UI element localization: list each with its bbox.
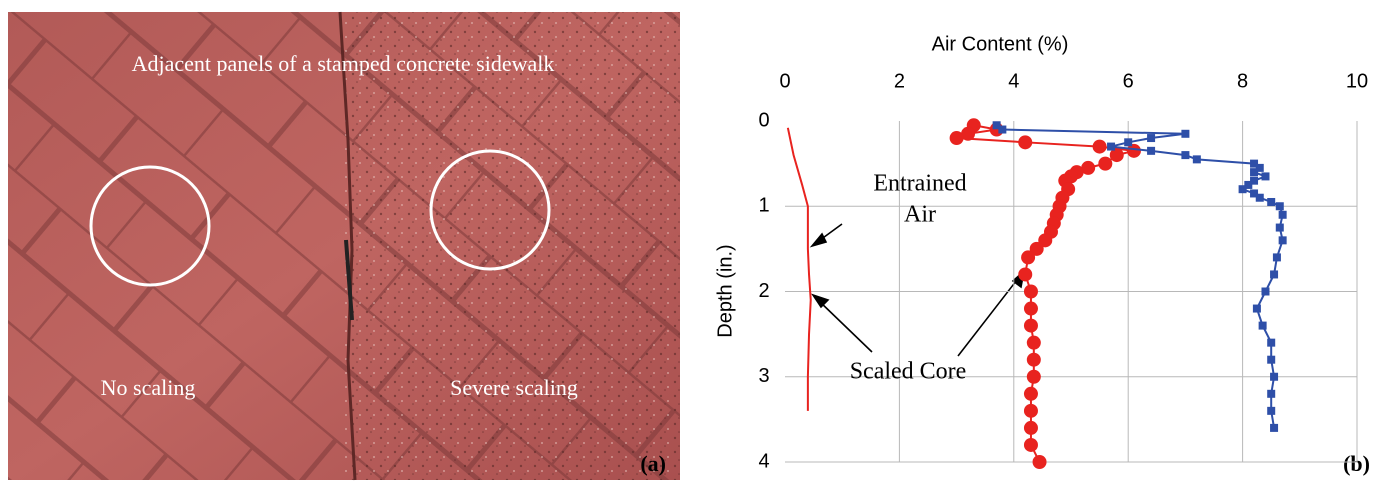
annotation: Air	[904, 202, 936, 228]
data-point	[1250, 176, 1259, 185]
data-point	[1147, 134, 1156, 143]
x-tick-label: 0	[779, 70, 790, 92]
data-point	[1267, 389, 1276, 398]
data-point	[1021, 250, 1036, 265]
data-point	[1267, 406, 1276, 415]
x-tick-label: 10	[1346, 70, 1368, 92]
circle-marker	[89, 165, 211, 287]
data-point	[1250, 189, 1259, 198]
data-point	[1124, 138, 1133, 147]
data-point	[1023, 318, 1038, 333]
data-point	[1098, 156, 1113, 171]
y-tick-label: 0	[758, 109, 769, 131]
data-point	[992, 121, 1001, 130]
data-point	[1258, 321, 1267, 330]
data-point	[1023, 301, 1038, 316]
data-point	[1023, 420, 1038, 435]
data-point	[1192, 155, 1201, 164]
data-point	[1244, 180, 1253, 189]
data-point	[1092, 139, 1107, 154]
data-point	[1032, 455, 1047, 469]
data-point	[1270, 372, 1279, 381]
y-axis-label: Depth (in.)	[714, 244, 736, 337]
joint	[338, 11, 357, 481]
data-point	[1081, 160, 1096, 175]
panel-label: (a)	[640, 451, 666, 476]
data-point	[1255, 193, 1264, 202]
y-tick-label: 4	[758, 450, 769, 472]
data-point	[1026, 369, 1041, 384]
data-point	[961, 126, 976, 141]
data-point	[1026, 335, 1041, 350]
y-tick-label: 3	[758, 365, 769, 387]
circle-marker	[429, 149, 551, 271]
data-point	[1238, 185, 1247, 194]
photo-panel: Adjacent panels of a stamped concrete si…	[8, 11, 680, 481]
data-point	[1181, 129, 1190, 138]
x-tick-label: 8	[1237, 70, 1248, 92]
data-point	[1109, 148, 1124, 163]
x-tick-label: 6	[1123, 70, 1134, 92]
data-point	[1107, 142, 1116, 151]
data-point	[998, 125, 1007, 134]
photo-label: No scaling	[101, 375, 196, 400]
series-line	[996, 124, 1284, 429]
data-point	[1023, 403, 1038, 418]
data-point	[1147, 146, 1156, 155]
data-point	[1018, 267, 1033, 282]
data-point	[1181, 151, 1190, 160]
data-point	[1126, 143, 1141, 158]
x-tick-label: 4	[1008, 70, 1019, 92]
data-point	[1038, 233, 1053, 248]
data-point	[1275, 223, 1284, 232]
data-point	[1261, 172, 1270, 181]
data-point	[1252, 304, 1261, 313]
data-point	[1267, 197, 1276, 206]
data-point	[1023, 386, 1038, 401]
data-point	[1270, 423, 1279, 432]
chart: Air Content (%) Depth (in.) (b) 0 2 4 6 8 100…	[714, 33, 1370, 476]
data-point	[1270, 270, 1279, 279]
data-point	[1018, 135, 1033, 150]
x-axis-label: Air Content (%)	[932, 33, 1069, 55]
data-point	[1272, 253, 1281, 262]
scaled-surface	[345, 12, 680, 480]
data-point	[1261, 287, 1270, 296]
annotation: Entrained	[873, 171, 966, 197]
photo-label: Severe scaling	[450, 375, 578, 400]
series-line	[786, 127, 812, 411]
annotation: Scaled Core	[850, 359, 967, 385]
data-point	[1267, 355, 1276, 364]
data-point	[1029, 241, 1044, 256]
y-tick-label: 2	[758, 280, 769, 302]
data-point	[1250, 159, 1259, 168]
annotation-arrows	[809, 223, 1026, 357]
data-point	[1026, 352, 1041, 367]
data-point	[1023, 284, 1038, 299]
data-point	[1278, 236, 1287, 245]
data-point	[949, 131, 964, 146]
series-line	[956, 124, 1135, 463]
x-tick-label: 2	[894, 70, 905, 92]
data-point	[1023, 437, 1038, 452]
data-point	[1255, 163, 1264, 172]
data-point	[1250, 168, 1259, 177]
y-tick-label: 1	[758, 195, 769, 217]
data-point	[1267, 338, 1276, 347]
photo-caption: Adjacent panels of a stamped concrete si…	[132, 51, 555, 76]
pen	[344, 239, 354, 321]
data-point	[1278, 210, 1287, 219]
data-point	[1275, 202, 1284, 211]
